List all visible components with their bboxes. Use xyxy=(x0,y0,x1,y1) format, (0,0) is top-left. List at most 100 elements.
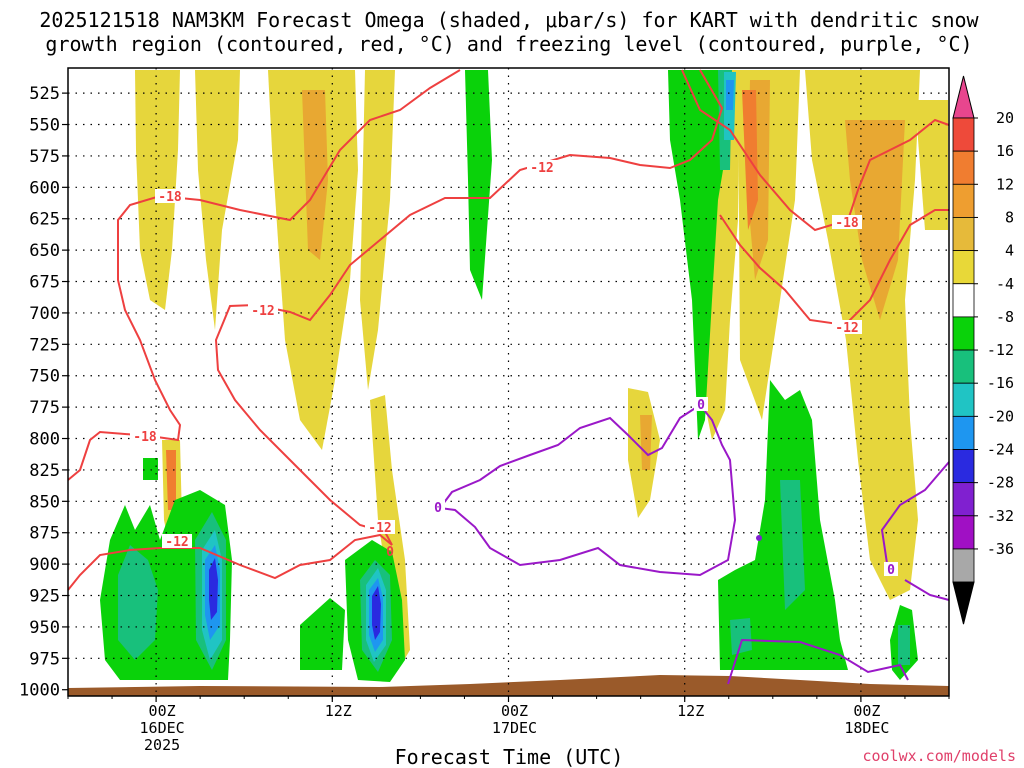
gold-core-4 xyxy=(640,415,652,470)
dsg-label-1: -18 xyxy=(158,190,182,205)
omega-negative-20-24-cores xyxy=(209,558,381,640)
purple-contour-edge xyxy=(904,579,950,601)
colorbar-tick-label: -4 xyxy=(996,275,1014,293)
colorbar-tick-label: 8 xyxy=(1005,208,1014,226)
colorbar-tick-label: -24 xyxy=(987,441,1014,459)
dsg-label-6: -12 xyxy=(835,321,858,336)
chart-title-line1: 2025121518 NAM3KM Forecast Omega (shaded… xyxy=(39,8,979,32)
dsg-label-2: -12 xyxy=(251,304,274,319)
y-tick-label: 775 xyxy=(29,398,60,418)
freezing-label-2: 0 xyxy=(434,501,442,516)
green-area-1 xyxy=(465,70,492,300)
colorbar-bin xyxy=(952,250,975,285)
label-bg xyxy=(884,562,898,576)
colorbar: 20 16 12 8 4 -4 -8 -12 -16 -20 -24 -28 -32 -36 xyxy=(952,75,1014,625)
colorbar-bottom-arrow xyxy=(952,581,975,625)
gold-core-1 xyxy=(302,90,328,260)
x-tick-label: 16DEC xyxy=(140,719,185,737)
colorbar-tick-label: 4 xyxy=(1005,242,1014,260)
green-area-8 xyxy=(143,458,158,480)
teal-area-1 xyxy=(118,545,158,660)
colorbar-bin xyxy=(952,548,975,583)
label-bg xyxy=(162,534,192,548)
y-tick-label: 900 xyxy=(29,555,60,575)
dsg-label-7: -12 xyxy=(368,521,391,536)
y-tick-label: 850 xyxy=(29,492,60,512)
x-axis-label: Forecast Time (UTC) xyxy=(395,745,624,768)
x-tick-label: 17DEC xyxy=(492,719,537,737)
y-tick-label: 625 xyxy=(29,210,60,230)
darkblue-core-2 xyxy=(372,586,381,640)
label-bg xyxy=(527,160,557,174)
colorbar-tick-label: -12 xyxy=(987,341,1014,359)
colorbar-tick-label: -16 xyxy=(987,374,1014,392)
colorbar-bin xyxy=(952,150,975,185)
colorbar-bin xyxy=(952,482,975,517)
y-tick-label: 675 xyxy=(29,273,60,293)
label-bg xyxy=(155,189,185,203)
colorbar-bin xyxy=(952,283,975,318)
label-bg xyxy=(130,429,160,443)
colorbar-tick-label: 16 xyxy=(996,142,1014,160)
purple-dot xyxy=(756,535,762,541)
colorbar-bin xyxy=(952,515,975,550)
x-tick-label: 12Z xyxy=(325,702,352,720)
x-tick-label: 00Z xyxy=(149,702,176,720)
dsg-label-8: -12 xyxy=(165,535,188,550)
colorbar-bin xyxy=(952,117,975,152)
dsg-label-9: 0 xyxy=(386,545,394,560)
freezing-label-1: 0 xyxy=(697,398,705,413)
label-bg xyxy=(832,320,862,334)
y-tick-label: 825 xyxy=(29,461,60,481)
colorbar-tick-label: 12 xyxy=(996,175,1014,193)
purple-contour-main xyxy=(438,403,737,577)
y-tick-label: 600 xyxy=(29,178,60,198)
dsg-label-3: -12 xyxy=(530,161,553,176)
y-tick-label: 725 xyxy=(29,335,60,355)
colorbar-tick-label: 20 xyxy=(996,109,1014,127)
freezing-label-3: 0 xyxy=(887,563,895,578)
green-area-4 xyxy=(300,598,345,670)
y-tick-label: 1000 xyxy=(19,681,60,701)
y-tick-label: 575 xyxy=(29,147,60,167)
label-bg xyxy=(694,397,708,411)
omega-positive-8-12-cores xyxy=(302,80,905,470)
blue-core-3 xyxy=(726,80,734,110)
y-axis: 525 550 575 600 625 650 675 700 725 750 775 800 825 8… xyxy=(19,84,68,701)
dsg-contour-labels: -18 -12 -12 -18 -18 -12 -12 -12 0 xyxy=(130,160,862,560)
label-bg xyxy=(832,215,862,229)
darkblue-core-1 xyxy=(209,558,218,620)
orange-core-2 xyxy=(166,450,176,510)
teal-area-5 xyxy=(780,480,805,610)
x-tick-label: 00Z xyxy=(501,702,528,720)
y-tick-label: 550 xyxy=(29,116,60,136)
y-tick-label: 650 xyxy=(29,241,60,261)
y-tick-label: 925 xyxy=(29,587,60,607)
colorbar-tick-label: -32 xyxy=(987,507,1014,525)
chart-title-line2: growth region (contoured, red, °C) and f… xyxy=(45,32,972,56)
label-bg xyxy=(431,500,445,514)
colorbar-bin xyxy=(952,316,975,351)
y-tick-label: 950 xyxy=(29,618,60,638)
yellow-area-4 xyxy=(360,70,395,390)
dsg-label-5: -18 xyxy=(835,216,859,231)
colorbar-bin xyxy=(952,415,975,450)
colorbar-bin xyxy=(952,449,975,484)
label-bg xyxy=(248,303,278,317)
colorbar-bin xyxy=(952,382,975,417)
red-contour-middle xyxy=(67,69,724,591)
x-tick-label: 2025 xyxy=(144,736,180,754)
yellow-area-2 xyxy=(195,70,240,330)
yellow-area-3 xyxy=(268,70,358,450)
y-tick-label: 800 xyxy=(29,430,60,450)
freezing-level-contours xyxy=(438,403,950,685)
purple-contour-lower xyxy=(727,638,909,685)
y-tick-label: 875 xyxy=(29,524,60,544)
y-tick-label: 525 xyxy=(29,84,60,104)
colorbar-bin xyxy=(952,217,975,251)
purple-contour-right xyxy=(880,461,950,571)
colorbar-tick-label: -28 xyxy=(987,474,1014,492)
yellow-area-10 xyxy=(915,100,948,230)
